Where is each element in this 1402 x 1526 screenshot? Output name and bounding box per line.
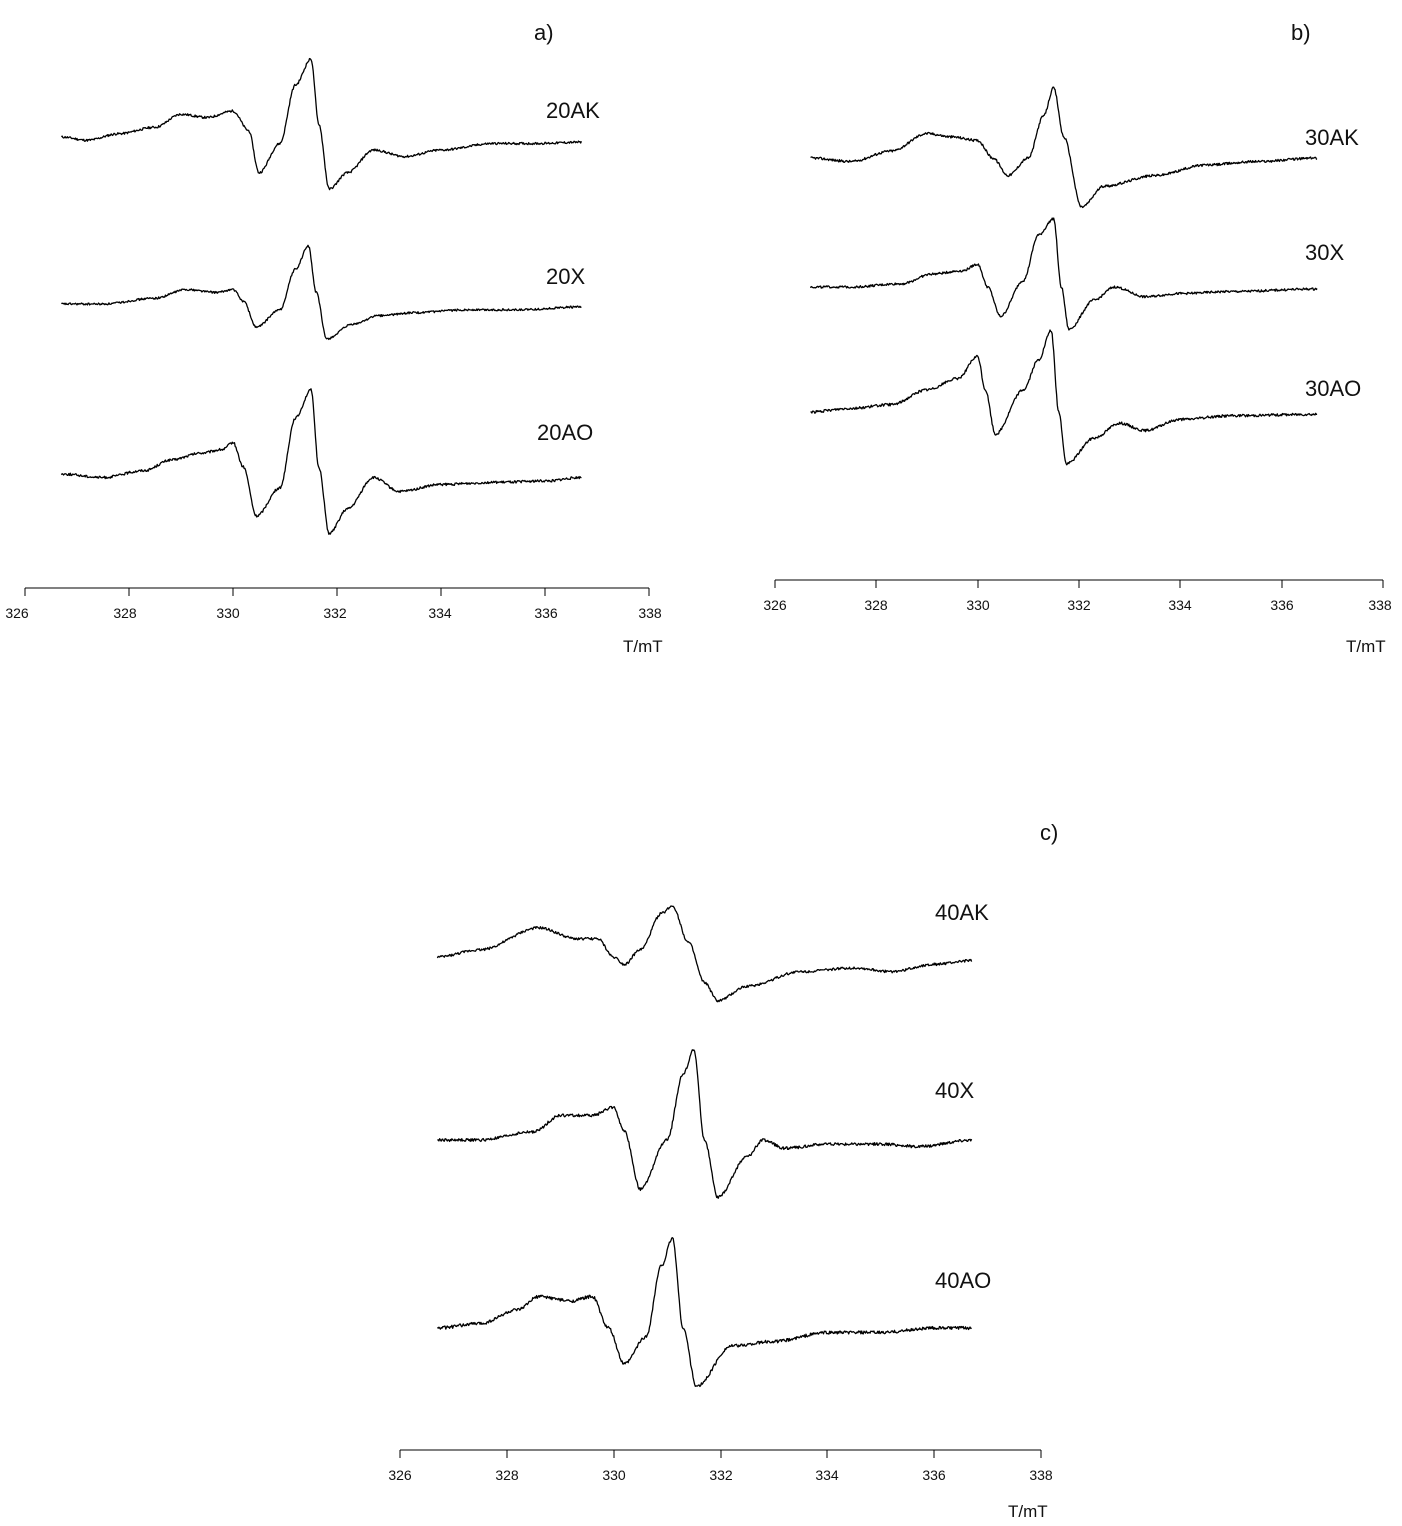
- x-axis-ticks: [24, 588, 650, 596]
- x-axis-ticks: [399, 1450, 1042, 1458]
- series-label-20AK: 20AK: [546, 98, 600, 123]
- trace-30AO: [810, 329, 1318, 466]
- x-axis-title: T/mT: [1008, 1502, 1048, 1521]
- series-label-40X: 40X: [935, 1078, 974, 1103]
- x-tick-label: 332: [1067, 597, 1091, 613]
- series-label-20AO: 20AO: [537, 420, 593, 445]
- x-tick-label: 338: [1029, 1467, 1053, 1483]
- x-tick-label: 338: [638, 605, 662, 621]
- trace-20AO: [60, 388, 582, 535]
- x-tick-label: 332: [709, 1467, 733, 1483]
- trace-20X: [61, 244, 582, 341]
- x-axis-title: T/mT: [623, 637, 663, 656]
- x-tick-label: 336: [1270, 597, 1294, 613]
- trace-40AO: [436, 1237, 972, 1388]
- x-tick-label: 328: [495, 1467, 519, 1483]
- series-label-20X: 20X: [546, 264, 585, 289]
- series-label-40AO: 40AO: [935, 1268, 991, 1293]
- x-axis-title: T/mT: [1346, 637, 1386, 656]
- panel-c: c) 40AK 40X 40AO 326 328 330 332 334 336…: [388, 820, 1058, 1521]
- trace-40X: [437, 1049, 973, 1199]
- x-tick-label: 334: [428, 605, 452, 621]
- x-tick-label: 330: [602, 1467, 626, 1483]
- x-tick-label: 338: [1368, 597, 1392, 613]
- x-tick-label: 326: [5, 605, 29, 621]
- x-axis-ticks: [774, 580, 1384, 588]
- panel-label-b: b): [1291, 20, 1311, 45]
- x-tick-labels: 326 328 330 332 334 336 338: [5, 605, 662, 621]
- x-tick-label: 330: [966, 597, 990, 613]
- x-tick-label: 336: [922, 1467, 946, 1483]
- trace-30X: [809, 217, 1318, 331]
- trace-20AK: [60, 57, 583, 191]
- panel-b: b) 30AK 30X 30AO 326 328 330 332 334 336…: [763, 20, 1392, 656]
- trace-40AK: [436, 905, 973, 1003]
- x-tick-label: 326: [763, 597, 787, 613]
- series-label-40AK: 40AK: [935, 900, 989, 925]
- x-tick-label: 328: [864, 597, 888, 613]
- x-tick-labels: 326 328 330 332 334 336 338: [388, 1467, 1053, 1483]
- trace-30AK: [810, 86, 1318, 209]
- series-label-30AO: 30AO: [1305, 376, 1361, 401]
- panel-label-a: a): [534, 20, 554, 45]
- x-tick-label: 334: [815, 1467, 839, 1483]
- series-label-30AK: 30AK: [1305, 125, 1359, 150]
- x-tick-label: 330: [216, 605, 240, 621]
- x-tick-label: 328: [113, 605, 137, 621]
- x-tick-label: 326: [388, 1467, 412, 1483]
- panel-label-c: c): [1040, 820, 1058, 845]
- x-tick-label: 332: [323, 605, 347, 621]
- x-tick-label: 334: [1168, 597, 1192, 613]
- x-tick-label: 336: [534, 605, 558, 621]
- panel-a: a) 20AK 20X 20AO 326 328 330 332 334 336…: [5, 20, 662, 656]
- series-label-30X: 30X: [1305, 240, 1344, 265]
- x-tick-labels: 326 328 330 332 334 336 338: [763, 597, 1392, 613]
